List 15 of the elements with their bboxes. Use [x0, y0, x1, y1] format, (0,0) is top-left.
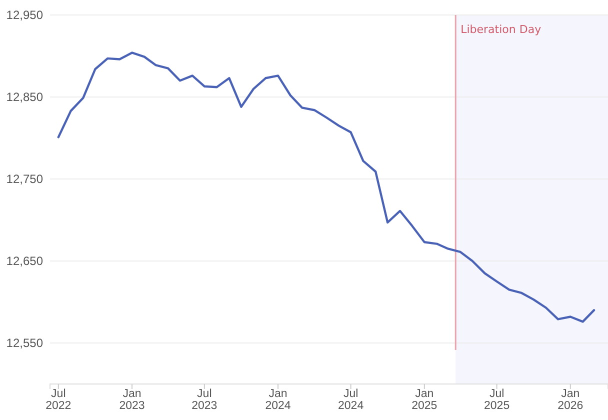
y-tick-label: 12,550 [6, 336, 44, 350]
line-series [57, 52, 596, 323]
x-tick-label: Jan 2025 [412, 388, 438, 412]
x-tick-label: Jul 2022 [46, 388, 72, 412]
y-tick-label: 12,750 [6, 172, 44, 186]
y-tick-label: 12,850 [6, 90, 44, 104]
ref-line-label: Liberation Day [460, 23, 542, 36]
x-tick-label: Jan 2023 [119, 388, 145, 412]
x-tick-label: Jul 2025 [484, 388, 510, 412]
x-tick-label: Jan 2026 [558, 388, 584, 412]
x-tick-label: Jul 2023 [192, 388, 218, 412]
y-tick-label: 12,650 [6, 254, 44, 268]
x-tick-label: Jul 2024 [338, 388, 364, 412]
y-tick-label: 12,950 [6, 8, 44, 22]
x-tick-label: Jan 2024 [265, 388, 292, 412]
